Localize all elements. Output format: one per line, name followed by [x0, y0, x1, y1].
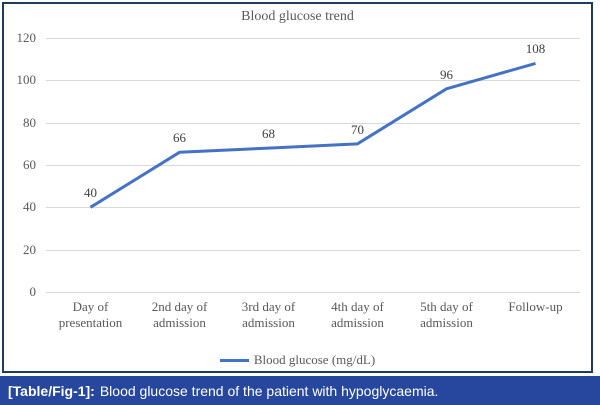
y-tick-label: 60 — [23, 157, 36, 172]
y-tick-label: 100 — [16, 72, 37, 88]
legend: Blood glucose (mg/dL) — [4, 352, 591, 368]
y-tick-label: 20 — [23, 241, 36, 257]
x-category-label: Day of presentation — [58, 299, 123, 331]
data-point-label: 96 — [440, 66, 453, 82]
x-category-label: 2nd day of admission — [151, 299, 208, 331]
y-tick-label: 40 — [23, 199, 36, 215]
data-point-label: 108 — [525, 41, 546, 57]
figure-caption-bar: [Table/Fig-1]: Blood glucose trend of th… — [0, 376, 600, 405]
x-axis: Day of presentation 2nd day of admission 3… — [46, 299, 580, 332]
gridline — [46, 122, 580, 124]
y-axis: 0 20 40 60 80 100 120 — [4, 30, 40, 299]
gridline — [46, 207, 580, 209]
gridline — [46, 249, 580, 251]
y-tick-label: 120 — [16, 30, 37, 45]
x-category-label: 5th day of admission — [420, 299, 473, 331]
gridline — [46, 80, 580, 82]
x-category-label: Follow-up — [508, 299, 563, 314]
data-point-label: 70 — [351, 121, 364, 137]
legend-label: Blood glucose (mg/dL) — [253, 352, 376, 367]
plot-area: 40 66 68 70 96 108 — [46, 38, 580, 293]
gridline — [46, 38, 580, 39]
data-point-label: 66 — [173, 130, 186, 146]
chart: Blood glucose trend 0 20 40 60 80 100 120 40 66… — [2, 2, 593, 373]
x-category-label: 3rd day of admission — [241, 299, 296, 331]
y-tick-label: 80 — [23, 114, 36, 130]
gridline — [46, 292, 580, 293]
line-series — [89, 61, 536, 209]
x-category-label: 4th day of admission — [331, 299, 384, 331]
y-tick-label: 0 — [29, 284, 37, 299]
legend-line-swatch — [219, 358, 249, 362]
gridline — [46, 165, 580, 166]
data-point-label: 68 — [262, 126, 275, 142]
caption-tag: [Table/Fig-1]: — [8, 382, 95, 399]
chart-title: Blood glucose trend — [241, 9, 354, 24]
data-point-label: 40 — [84, 185, 97, 201]
caption-text: Blood glucose trend of the patient with … — [99, 382, 439, 399]
